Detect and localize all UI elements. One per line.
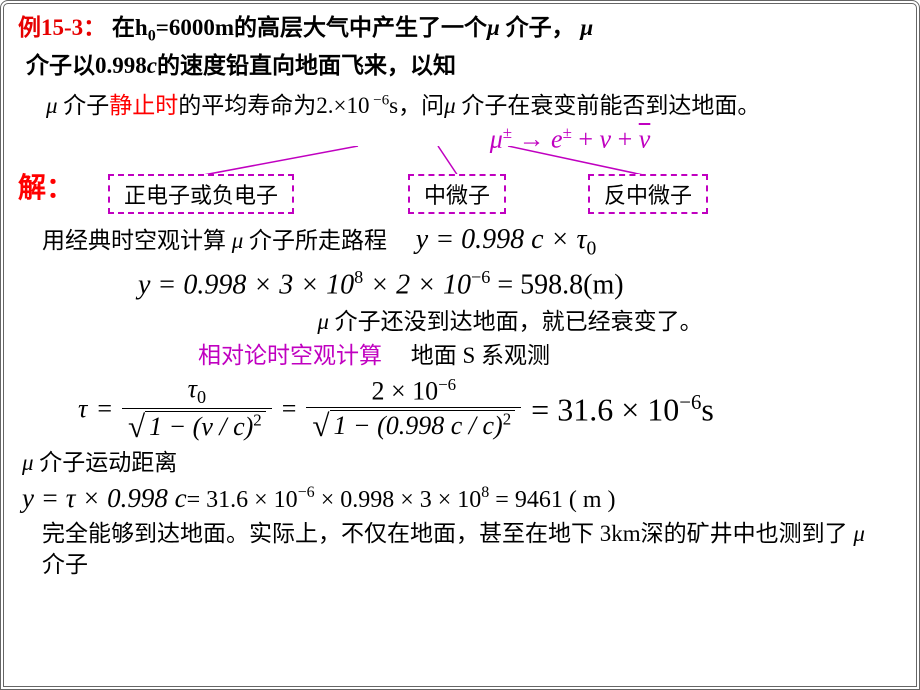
tau-sym: τ [78, 394, 87, 424]
classical-eq2: y = 0.998 × 3 × 108 × 2 × 10−6 = 598.8(m… [138, 267, 902, 301]
p3d: 介子在衰变前能否到达地面。 [456, 93, 761, 118]
d2a: 1 − (0.998 c / c) [334, 411, 503, 440]
p1c: 的高层大气中产生了一个 [234, 15, 487, 40]
decay-diagram: 解： 正电子或负电子 中微子 反中微子 [18, 146, 902, 206]
p2a: 介子以0.998 [26, 53, 147, 78]
problem-line-2: 介子以0.998c的速度铅直向地面飞来，以知 [26, 50, 902, 82]
p3b: 的平均寿命为2.×10 [178, 93, 369, 118]
dl: 介子运动距离 [34, 450, 178, 475]
sqrt1: 1 − (v / c)2 [128, 409, 266, 445]
mu-6: μ [317, 309, 329, 334]
f2d: 1 − (0.998 c / c)2 [306, 408, 521, 444]
frac-1: τ0 1 − (v / c)2 [122, 374, 272, 445]
f1n-t: τ [188, 374, 197, 403]
sqrt2: 1 − (0.998 c / c)2 [312, 408, 515, 444]
f1n: τ0 [122, 374, 272, 409]
de-a: y = τ × 0.998 c [22, 483, 187, 513]
p3a: 介子 [63, 93, 109, 118]
rtb-inner: 地面 S 系观测 [411, 343, 550, 368]
f2ne: −6 [438, 375, 456, 394]
exp-n6-1: −6 [370, 93, 390, 109]
tau-result: = 31.6 × 10−6s [531, 391, 714, 429]
classical-note: μ 介子还没到达地面，就已经衰变了。 [118, 306, 902, 338]
mu-4: μ [444, 93, 456, 118]
de-pm2: ± [563, 123, 572, 142]
ce2en6: −6 [471, 267, 490, 287]
tr-u: s [701, 391, 713, 427]
de-e1: −6 [298, 484, 315, 501]
mu-7: μ [22, 450, 34, 475]
ci-a: 用经典时空观计算 [42, 228, 232, 253]
d1b: 2 [253, 410, 261, 429]
rad2: 1 − (0.998 c / c)2 [330, 410, 516, 440]
conclusion: 完全能够到达地面。实际上，不仅在地面，甚至在地下 3km深的矿井中也测到了 μ … [42, 518, 892, 580]
frac-2: 2 × 10−6 1 − (0.998 c / c)2 [306, 375, 521, 444]
mu-2: μ [580, 15, 593, 40]
ce2e8: 8 [354, 267, 363, 287]
de-b: = 31.6 × 10 [187, 487, 298, 513]
example-label: 例15-3： [18, 15, 106, 40]
mu-8: μ [853, 521, 865, 546]
f1d: 1 − (v / c)2 [122, 409, 272, 445]
conc-a: 完全能够到达地面。实际上，不仅在地面，甚至在地下 3km深的矿井中也测到了 [42, 521, 853, 546]
box-neutrino: 中微子 [408, 174, 506, 214]
problem-line-3: μ 介子静止时的平均寿命为2.×10 −6s，问μ 介子在衰变前能否到达地面。 [46, 90, 902, 122]
mu-3: μ [46, 93, 58, 118]
box-antineutrino: 反中微子 [588, 174, 708, 214]
ce1sub: 0 [586, 239, 596, 260]
f1n-0: 0 [197, 387, 206, 407]
classical-intro: 用经典时空观计算 μ 介子所走路程 y = 0.998 c × τ0 [42, 220, 902, 263]
de-c: × 0.998 × 3 × 10 [315, 487, 482, 513]
ce2m: × 2 × 10 [363, 270, 471, 301]
box-electron: 正电子或负电子 [108, 174, 294, 214]
static-word: 静止时 [109, 93, 178, 118]
ce2r: = 598.8(m) [490, 270, 623, 301]
d1a: 1 − (v / c) [149, 412, 253, 441]
sub0: 0 [148, 28, 156, 45]
f2n: 2 × 10−6 [306, 375, 521, 408]
conc-b: 介子 [42, 552, 88, 577]
rad1: 1 − (v / c)2 [145, 411, 266, 441]
dist-label: μ 介子运动距离 [22, 447, 902, 479]
mu-1: μ [487, 15, 500, 40]
rt-b: 地面 S 系观测 [411, 343, 550, 368]
p1b: =6000m [156, 15, 234, 40]
ci-b: 介子所走路程 [243, 228, 387, 253]
ce2a: y = 0.998 × 3 × 10 [138, 270, 354, 301]
tr-e: −6 [679, 391, 701, 414]
eq-2: = [282, 394, 297, 424]
p3c: s，问 [389, 93, 444, 118]
p1d: 介子， [500, 15, 575, 40]
ce1: y = 0.998 c × τ [416, 224, 587, 255]
tr-a: = 31.6 × 10 [531, 391, 679, 427]
c-1: c [147, 53, 157, 78]
cn: 介子还没到达地面，就已经衰变了。 [329, 309, 703, 334]
p1a: 在h [112, 15, 148, 40]
p2b: 的速度铅直向地面飞来，以知 [157, 53, 456, 78]
dist-eq: y = τ × 0.998 c= 31.6 × 10−6 × 0.998 × 3… [22, 483, 902, 514]
rel-title: 相对论时空观计算 地面 S 系观测 [198, 340, 902, 372]
de-pm1: ± [503, 123, 512, 142]
tau-equation: τ = τ0 1 − (v / c)2 = 2 × 10−6 1 − (0.99… [78, 374, 902, 445]
rt-a: 相对论时空观计算 [198, 343, 382, 368]
d2b: 2 [503, 409, 511, 428]
de-r: = 9461 ( m ) [489, 487, 615, 513]
mu-5: μ [232, 228, 244, 253]
f2na: 2 × 10 [371, 377, 438, 406]
problem-line-1: 例15-3： 在h0=6000m的高层大气中产生了一个μ 介子， μ [18, 12, 902, 48]
classical-eq1: y = 0.998 c × τ0 [416, 224, 596, 255]
eq-1: = [97, 394, 112, 424]
